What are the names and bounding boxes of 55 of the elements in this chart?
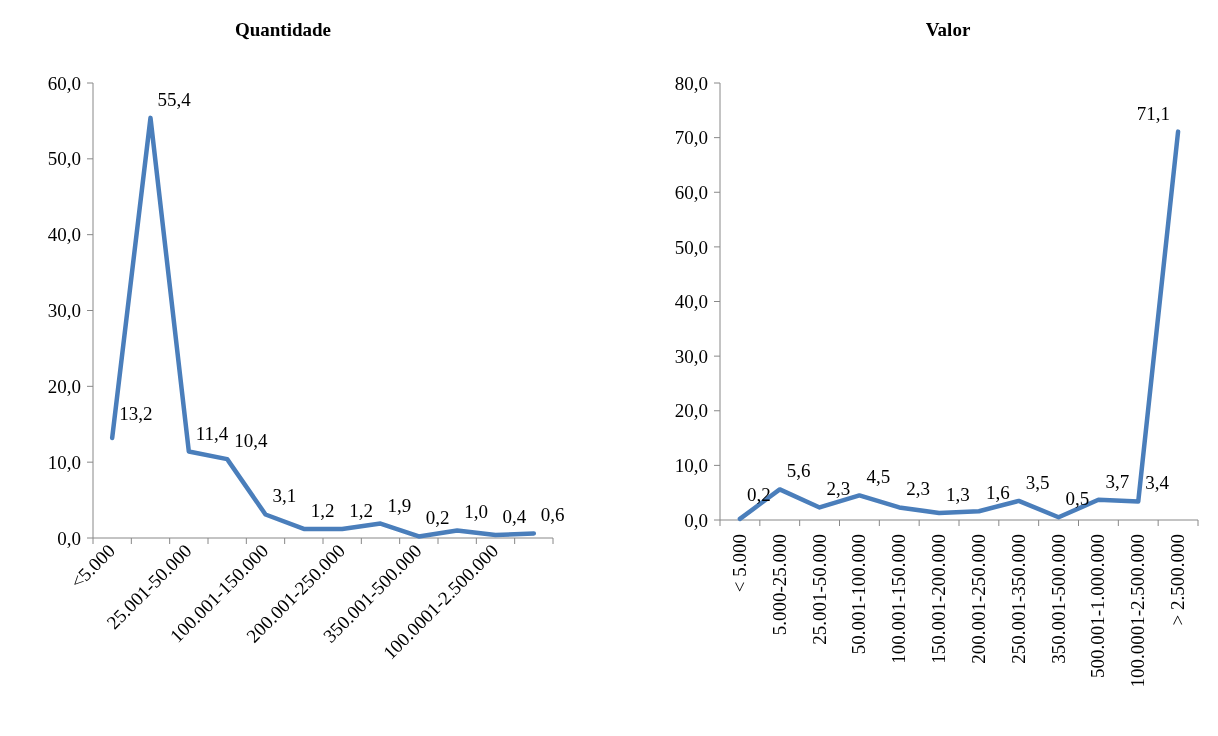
y-tick-label: 20,0 [674,400,708,422]
data-label: 3,1 [272,485,297,507]
data-label: 3,5 [1025,471,1050,493]
x-tick-label: 5.000-25.000 [768,534,790,636]
y-tick-label: 40,0 [47,224,81,246]
y-tick-label: 80,0 [674,72,708,94]
data-label: 1,6 [985,482,1010,504]
line-series [109,115,537,539]
x-tick-label: 25.001-50.000 [808,534,830,645]
y-tick-label: 10,0 [674,455,708,477]
y-tick-label: 50,0 [47,148,81,170]
x-tick-label: 100.001-150.000 [888,534,910,664]
y-tick-label: 40,0 [674,291,708,313]
chart-title: Quantidade [234,19,332,40]
x-tick-label: 250.001-350.000 [1007,534,1029,664]
y-tick-label: 20,0 [47,375,81,397]
y-tick-label: 10,0 [47,451,81,473]
data-label: 2,3 [826,478,851,500]
data-label: 13,2 [119,402,153,424]
x-tick-label: 350.001-500.000 [1047,534,1069,664]
y-tick-label: 50,0 [674,236,708,258]
y-tick-label: 30,0 [47,300,81,322]
data-label: 5,6 [786,460,811,482]
y-tick-label: 30,0 [674,345,708,367]
data-label: 1,9 [387,494,412,516]
data-label: 0,2 [425,507,450,529]
data-label: 1,2 [310,499,335,521]
x-tick-label: 50.001-100.000 [848,534,870,655]
data-label: 0,2 [746,483,771,505]
chart-title: Valor [925,19,971,40]
data-label: 0,4 [502,505,527,527]
data-label: 1,3 [946,483,970,505]
data-label: 2,3 [906,478,930,500]
data-label: 11,4 [195,422,229,444]
data-label: 1,2 [349,499,373,521]
data-label: 4,5 [866,466,891,488]
data-label: 3,4 [1145,472,1170,494]
x-tick-label: 100.0001-2.500.000 [1127,534,1149,688]
y-tick-label: 60,0 [47,72,81,94]
x-tick-label: < 5.000 [728,534,750,593]
x-tick-label: > 2.500.000 [1167,534,1189,626]
x-tick-label: 500.001-1.000.000 [1087,534,1109,679]
data-label: 55,4 [157,88,192,110]
y-tick-label: 70,0 [674,127,708,149]
data-label: 10,4 [234,430,268,452]
line-series [737,129,1181,522]
data-label: 0,5 [1065,488,1090,510]
y-tick-label: 60,0 [674,181,708,203]
data-label: 3,7 [1105,470,1130,492]
y-tick-label: 0,0 [684,509,708,531]
data-label: 71,1 [1136,102,1171,124]
data-label: 0,6 [540,504,565,526]
x-tick-label: 150.001-200.000 [928,534,950,664]
x-tick-label: 200.001-250.000 [967,534,989,664]
data-label: 1,0 [464,501,488,523]
